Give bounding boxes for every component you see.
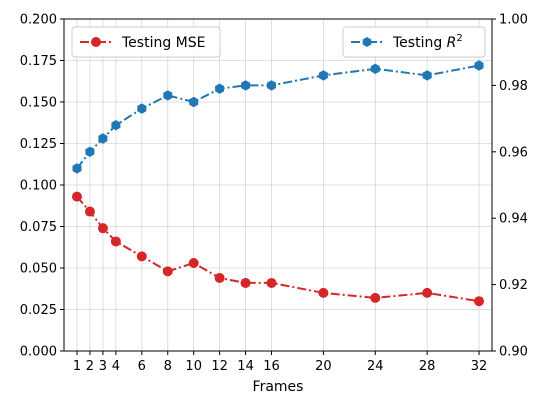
legend-label-mse: Testing MSE xyxy=(121,35,205,51)
left-y-tick-label: 0.100 xyxy=(20,179,57,194)
left-y-tick-label: 0.050 xyxy=(20,262,57,277)
data-point-mse xyxy=(162,266,173,277)
legend-testing-mse: Testing MSE xyxy=(71,26,221,58)
right-y-tick-label: 1.00 xyxy=(499,13,528,28)
data-point-r2 xyxy=(318,70,328,81)
data-point-mse xyxy=(240,277,251,288)
x-tick-label: 28 xyxy=(419,359,436,374)
series-line-r2 xyxy=(76,64,480,170)
x-tick-label: 2 xyxy=(86,359,94,374)
data-point-r2 xyxy=(72,163,82,174)
data-point-r2 xyxy=(267,80,276,91)
x-tick-label: 20 xyxy=(315,359,332,374)
data-point-mse xyxy=(97,223,108,234)
legend-marker-mse xyxy=(91,37,101,47)
data-point-mse xyxy=(136,251,147,262)
data-point-r2 xyxy=(137,103,147,114)
x-tick-label: 32 xyxy=(471,359,488,374)
data-point-r2 xyxy=(98,133,108,144)
x-tick-label: 10 xyxy=(185,359,202,374)
left-y-tick-label: 0.000 xyxy=(20,345,57,360)
x-tick-label: 1 xyxy=(73,359,81,374)
legend-label-r2-base: Testing xyxy=(392,35,447,51)
grid xyxy=(64,18,492,352)
data-point-mse xyxy=(370,292,381,303)
left-y-tick-label: 0.125 xyxy=(20,137,57,152)
data-point-mse xyxy=(71,191,82,202)
legend-label-r2-var: R xyxy=(447,35,457,51)
legend-testing-r2: Testing R2 xyxy=(342,26,486,58)
series-layer xyxy=(71,60,485,307)
x-axis-label: Frames xyxy=(253,379,304,395)
data-point-r2 xyxy=(422,70,432,81)
legend-label-r2: Testing R2 xyxy=(392,33,463,51)
x-tick-label: 6 xyxy=(138,359,146,374)
x-tick-label: 14 xyxy=(237,359,254,374)
right-y-tick-label: 0.94 xyxy=(499,212,528,227)
x-tick-label: 24 xyxy=(367,359,384,374)
legend-box-mse xyxy=(71,26,221,58)
data-point-r2 xyxy=(85,146,95,157)
right-y-tick-label: 0.92 xyxy=(499,278,528,293)
data-point-r2 xyxy=(163,90,173,101)
data-point-r2 xyxy=(370,63,380,74)
data-point-r2 xyxy=(111,120,121,131)
data-point-mse xyxy=(188,258,199,269)
series-line-mse xyxy=(76,195,480,303)
left-y-tick-label: 0.075 xyxy=(20,220,57,235)
data-point-mse xyxy=(214,272,225,283)
left-y-tick-label: 0.025 xyxy=(20,303,57,318)
data-point-r2 xyxy=(241,80,251,91)
legend-box-r2 xyxy=(342,26,486,58)
x-tick-label: 16 xyxy=(263,359,280,374)
right-y-tick-label: 0.96 xyxy=(499,145,528,160)
data-point-mse xyxy=(110,236,121,247)
x-tick-label: 12 xyxy=(211,359,228,374)
right-y-tick-label: 0.98 xyxy=(499,79,528,94)
left-y-tick-label: 0.150 xyxy=(20,96,57,111)
x-tick-label: 8 xyxy=(164,359,172,374)
ticks-layer: 1 2 3 4 6 8 10 12 14 16 20 24 28 320.0000.0250.0500.0… xyxy=(20,13,528,375)
data-point-mse xyxy=(422,287,433,298)
legend-label-r2-sup: 2 xyxy=(456,33,462,44)
legend-marker-r2 xyxy=(362,37,372,47)
data-point-mse xyxy=(318,287,329,298)
data-point-mse xyxy=(84,206,95,217)
data-point-r2 xyxy=(474,60,484,71)
right-y-tick-label: 0.90 xyxy=(499,345,528,360)
data-point-r2 xyxy=(189,96,199,108)
left-y-tick-label: 0.175 xyxy=(20,54,57,69)
x-tick-label: 4 xyxy=(112,359,120,374)
data-point-mse xyxy=(474,296,485,307)
data-point-mse xyxy=(266,277,277,288)
x-tick-label: 3 xyxy=(99,359,107,374)
left-y-tick-label: 0.200 xyxy=(20,13,57,28)
data-point-r2 xyxy=(215,83,225,94)
